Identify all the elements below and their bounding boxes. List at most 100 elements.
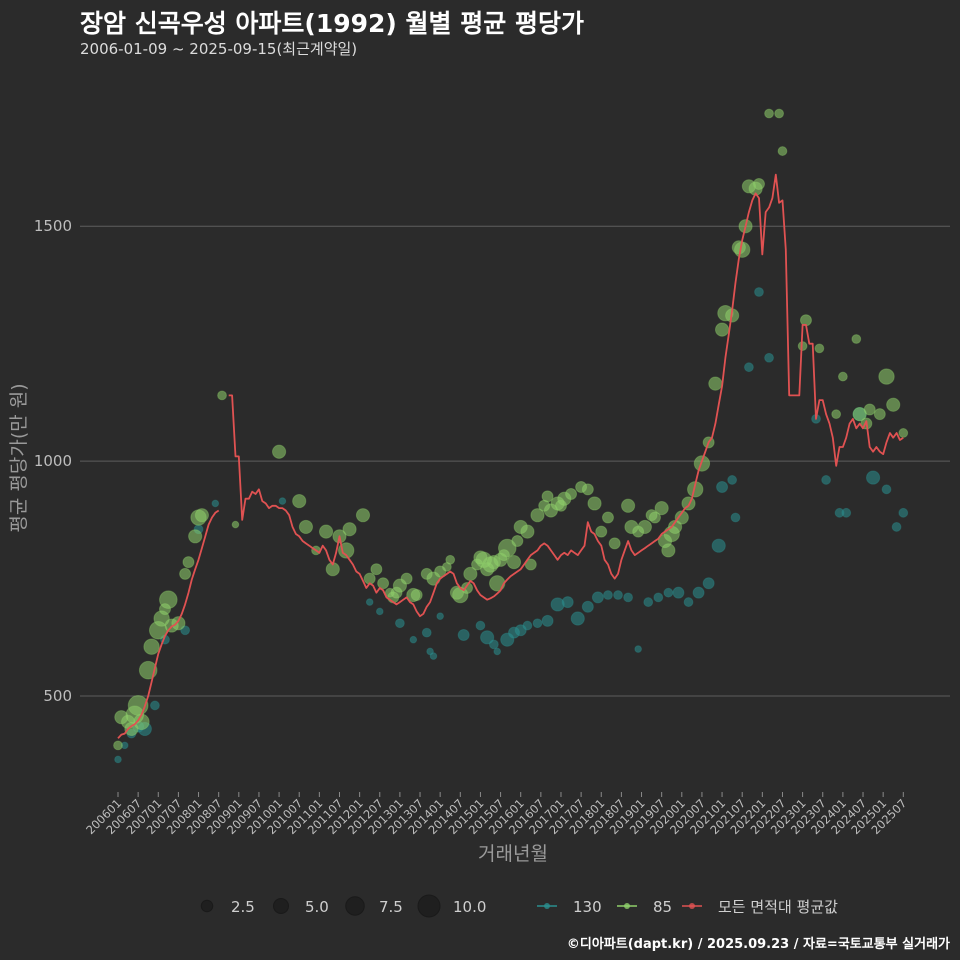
size-legend-circle [200, 899, 214, 913]
point-130 [457, 628, 470, 641]
series-85-points [113, 108, 909, 751]
point-85 [231, 520, 240, 529]
point-130 [365, 598, 374, 606]
legend-label-s130: 130 [573, 898, 602, 916]
y-axis-title: 평균 평당가(만 원) [8, 383, 30, 532]
point-130 [211, 499, 220, 508]
point-130 [426, 647, 434, 656]
point-85 [837, 371, 848, 382]
legend-dot-avg [689, 903, 695, 909]
average-line [117, 173, 904, 739]
point-85 [714, 322, 730, 337]
point-85 [217, 390, 227, 401]
point-130 [603, 590, 613, 600]
point-130 [653, 592, 664, 603]
point-130 [180, 625, 191, 636]
point-130 [730, 512, 741, 523]
point-85 [188, 529, 203, 544]
point-130 [634, 645, 642, 653]
point-130 [841, 507, 852, 518]
legend-dot-s130 [544, 903, 550, 909]
point-130 [727, 475, 738, 485]
point-130 [493, 647, 502, 656]
chart-title: 장암 신곡우성 아파트(1992) 월별 평균 평당가 [80, 9, 584, 38]
point-85 [873, 408, 886, 421]
point-85 [674, 510, 689, 525]
point-85 [764, 108, 774, 119]
size-legend-label: 7.5 [379, 898, 403, 916]
point-130 [711, 538, 726, 553]
point-130 [898, 507, 909, 518]
point-85 [852, 407, 867, 422]
point-85 [520, 524, 535, 539]
size-legend-label: 2.5 [231, 898, 255, 916]
point-85 [708, 376, 723, 391]
point-130 [375, 607, 384, 616]
point-130 [570, 611, 585, 626]
point-85 [667, 519, 683, 535]
point-130 [891, 522, 902, 532]
point-85 [661, 543, 676, 558]
point-85 [637, 519, 652, 535]
point-85 [524, 558, 537, 571]
legend-dot-s85 [624, 903, 630, 909]
point-130 [278, 497, 287, 505]
point-85 [595, 525, 608, 538]
point-130 [409, 635, 418, 644]
point-85 [182, 556, 195, 569]
point-85 [410, 589, 423, 602]
point-85 [608, 537, 621, 550]
point-85 [489, 575, 506, 592]
point-85 [565, 488, 578, 501]
legend-label-s85: 85 [653, 898, 672, 916]
point-130 [672, 586, 685, 599]
point-85 [318, 524, 334, 539]
point-85 [506, 555, 522, 570]
point-130 [716, 480, 729, 493]
point-130 [683, 597, 694, 607]
y-tick-label: 1000 [34, 452, 72, 470]
point-85 [342, 522, 357, 537]
point-130 [488, 639, 499, 650]
point-85 [621, 498, 636, 513]
point-130 [581, 600, 594, 613]
average-line-group [117, 173, 904, 739]
point-130 [692, 586, 705, 599]
point-85 [434, 565, 447, 578]
size-legend-circle [273, 898, 289, 914]
point-85 [511, 535, 524, 548]
point-130 [429, 652, 438, 660]
point-85 [777, 146, 788, 156]
chart-subtitle: 2006-01-09 ~ 2025-09-15(최근계약일) [80, 40, 358, 58]
legend: 2.5 5.0 7.5 10.0 130 85 모든 면적대 평균값 [200, 894, 838, 918]
point-85 [814, 343, 825, 354]
point-130 [623, 592, 634, 603]
point-85 [377, 577, 390, 590]
point-130 [821, 475, 832, 485]
point-130 [663, 587, 674, 598]
point-85 [355, 508, 371, 523]
point-130 [591, 591, 604, 604]
point-130 [150, 700, 160, 711]
point-130 [394, 618, 405, 629]
point-85 [171, 616, 186, 631]
point-85 [179, 567, 192, 580]
point-85 [497, 538, 517, 558]
point-130 [881, 484, 892, 495]
point-130 [744, 362, 754, 373]
size-legend-circle [345, 896, 365, 916]
point-85 [774, 108, 785, 119]
point-130 [764, 352, 774, 363]
point-85 [681, 496, 696, 511]
point-130 [436, 612, 444, 620]
point-130 [522, 620, 533, 631]
point-130 [702, 577, 715, 590]
point-85 [194, 508, 209, 523]
size-legend-circle [417, 894, 441, 918]
point-85 [886, 397, 901, 412]
point-130 [561, 596, 574, 609]
point-130 [613, 590, 623, 600]
point-130 [514, 624, 527, 637]
point-85 [898, 428, 909, 438]
